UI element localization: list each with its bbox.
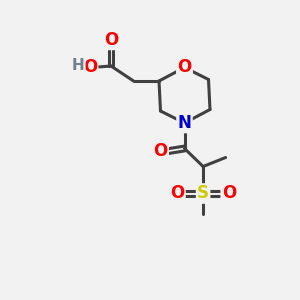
Text: H: H: [72, 58, 84, 74]
Text: O: O: [170, 184, 184, 202]
Text: O: O: [83, 58, 97, 76]
Text: O: O: [177, 58, 192, 76]
Text: O: O: [104, 31, 118, 49]
Text: O: O: [153, 142, 168, 160]
Text: S: S: [197, 184, 209, 202]
Text: O: O: [222, 184, 236, 202]
Text: N: N: [178, 114, 191, 132]
